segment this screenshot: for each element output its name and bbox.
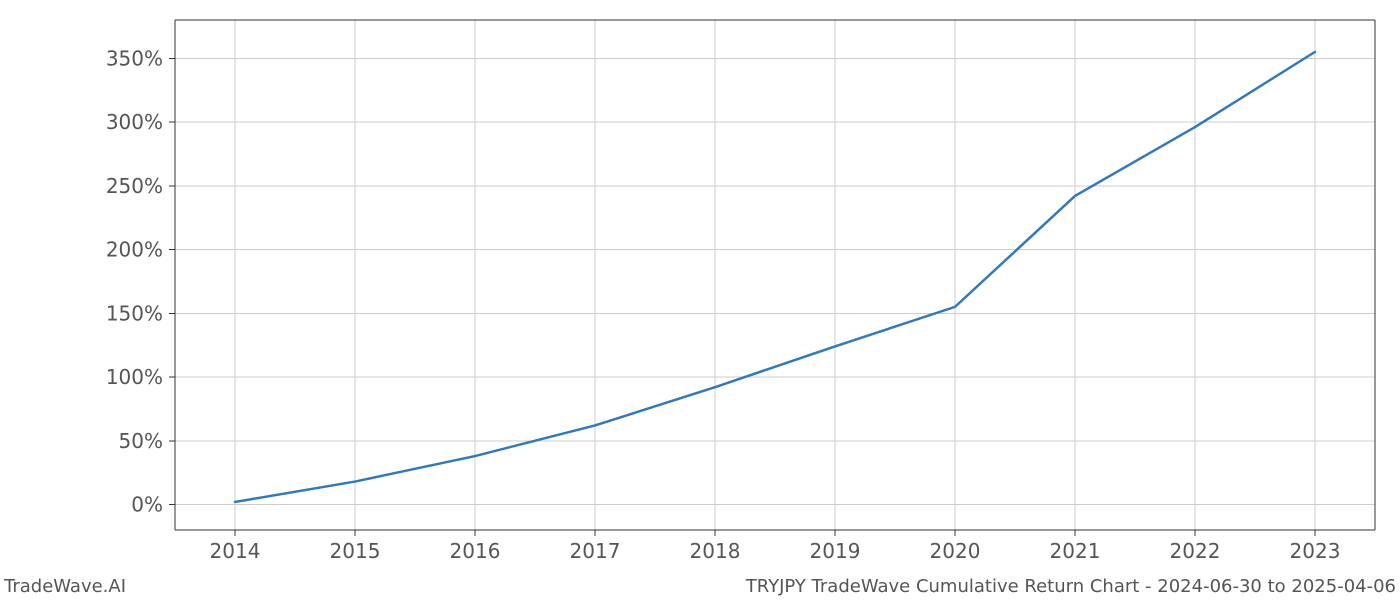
x-tick-label: 2020 — [930, 539, 981, 563]
y-tick-label: 0% — [131, 493, 163, 517]
x-tick-label: 2023 — [1290, 539, 1341, 563]
y-tick-label: 200% — [106, 238, 163, 262]
x-tick-label: 2016 — [450, 539, 501, 563]
chart-svg: 2014 2015 2016 2017 2018 2019 2020 2021 2022 2023… — [0, 0, 1400, 600]
x-tick-label: 2018 — [690, 539, 741, 563]
x-tick-label: 2015 — [330, 539, 381, 563]
y-tick-label: 100% — [106, 365, 163, 389]
x-tick-label: 2021 — [1050, 539, 1101, 563]
cumulative-return-chart: 2014 2015 2016 2017 2018 2019 2020 2021 2022 2023… — [0, 0, 1400, 600]
y-tick-label: 150% — [106, 301, 163, 325]
y-tick-label: 300% — [106, 110, 163, 134]
footer-right-label: TRYJPY TradeWave Cumulative Return Chart… — [745, 576, 1396, 597]
x-tick-label: 2017 — [570, 539, 621, 563]
footer-left-label: TradeWave.AI — [3, 576, 126, 597]
y-tick-label: 250% — [106, 174, 163, 198]
x-tick-label: 2019 — [810, 539, 861, 563]
y-tick-label: 50% — [119, 429, 163, 453]
y-tick-label: 350% — [106, 46, 163, 70]
x-tick-label: 2014 — [210, 539, 261, 563]
chart-background — [0, 0, 1400, 600]
x-tick-label: 2022 — [1170, 539, 1221, 563]
